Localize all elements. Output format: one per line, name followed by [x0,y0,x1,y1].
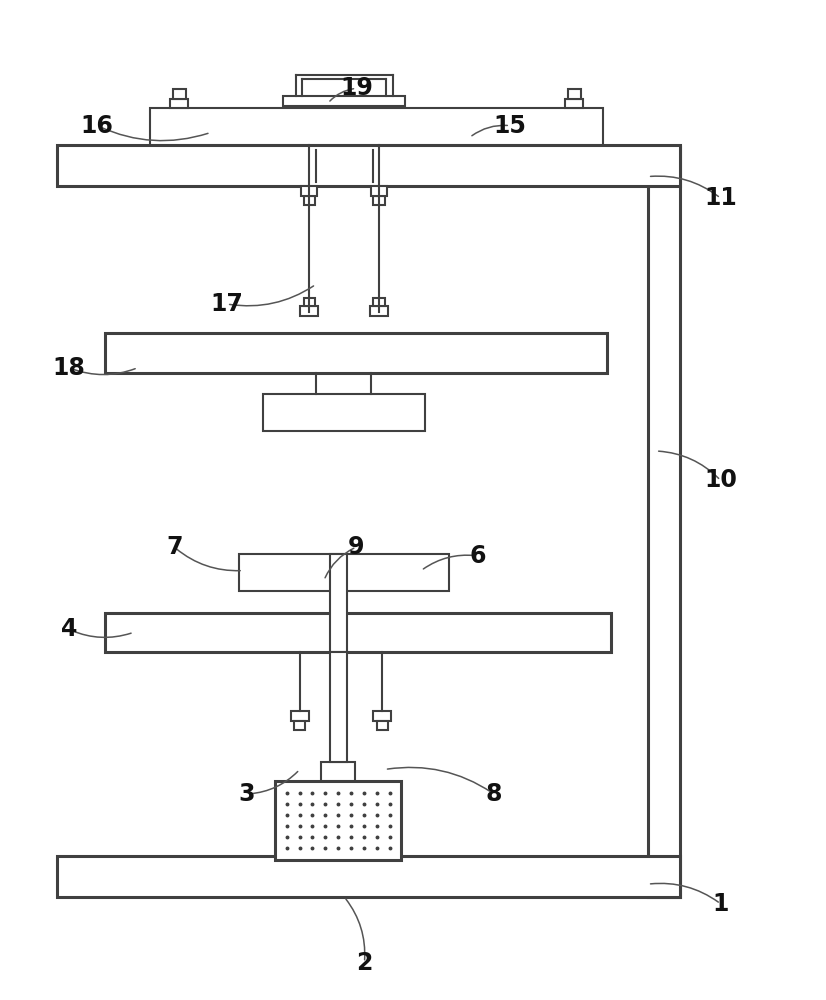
Bar [370,306,388,316]
Bar [239,554,449,591]
Text: 11: 11 [705,186,737,210]
Bar [57,856,680,897]
Text: 18: 18 [53,356,85,380]
Bar [283,96,405,106]
Bar [373,711,392,720]
Bar [330,554,348,652]
Bar [301,306,318,316]
Bar [275,781,401,860]
Bar [170,99,188,108]
Text: 4: 4 [61,617,77,641]
Text: 6: 6 [469,544,486,568]
Bar [57,145,680,186]
Bar [301,186,317,196]
Text: 17: 17 [211,292,244,316]
Bar [263,394,425,431]
Bar [377,720,388,730]
Bar [294,720,306,730]
Bar [150,108,603,145]
Text: 1: 1 [712,892,729,916]
Bar [304,196,315,205]
Bar [565,99,583,108]
Text: 8: 8 [486,782,502,806]
Bar [106,333,607,373]
Text: 19: 19 [339,76,373,100]
Text: 15: 15 [494,114,527,138]
Text: 9: 9 [348,535,364,559]
Bar [648,147,680,897]
Text: 16: 16 [81,114,114,138]
Bar [371,186,387,196]
Text: 7: 7 [166,535,183,559]
Bar [173,89,186,99]
Text: 3: 3 [239,782,255,806]
Bar [321,762,355,781]
Bar [373,298,385,306]
Bar [373,196,385,205]
Bar [567,89,581,99]
Bar [330,652,348,762]
Text: 2: 2 [356,951,373,975]
Bar [106,613,611,652]
Bar [291,711,309,720]
Bar [304,298,315,306]
Text: 10: 10 [704,468,737,492]
